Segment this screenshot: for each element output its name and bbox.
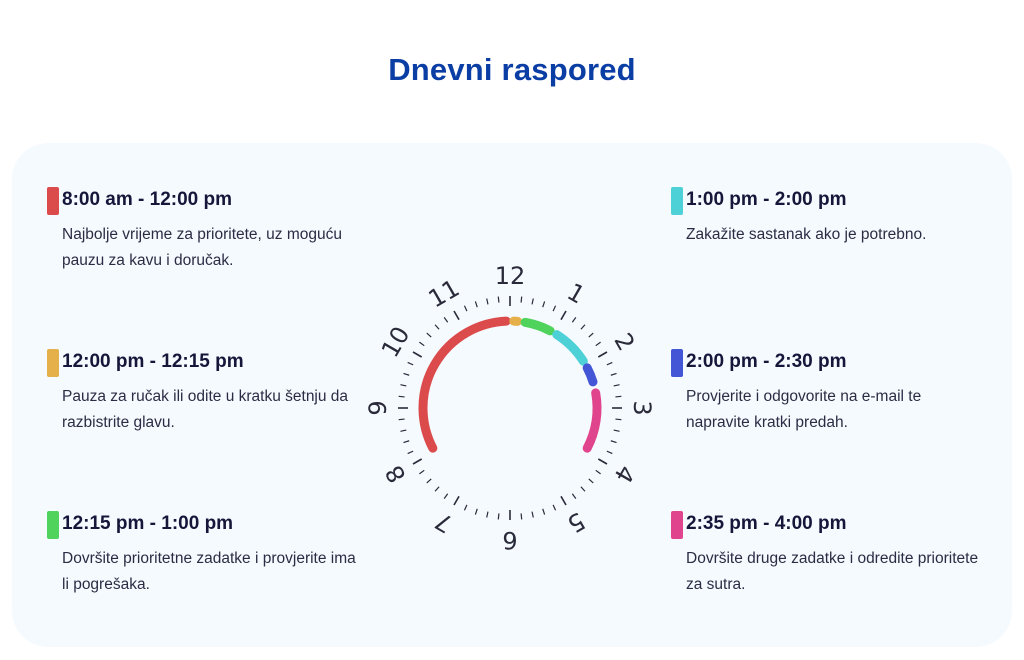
clock-tick <box>610 440 617 444</box>
clock-tick <box>407 450 414 455</box>
clock-tick <box>443 317 449 323</box>
color-marker <box>671 187 683 215</box>
clock-tick <box>463 305 468 312</box>
clock-tick <box>453 310 460 321</box>
description: Provjerite i odgovorite na e-mail te nap… <box>686 388 922 431</box>
clock-number: 1 <box>562 278 589 310</box>
schedule-arc-3 <box>552 330 588 366</box>
clock-tick <box>560 310 567 321</box>
schedule-arc-0 <box>418 316 511 453</box>
clock-tick <box>426 478 432 484</box>
clock-number: 9 <box>364 400 392 415</box>
clock-tick <box>400 384 407 387</box>
clock-number: 4 <box>608 460 640 487</box>
description: Dovršite druge zadatke i odredite priori… <box>686 550 979 593</box>
clock-tick <box>412 458 423 465</box>
clock-tick <box>552 504 557 511</box>
clock-tick <box>486 298 489 305</box>
clock-tick <box>571 493 577 499</box>
clock-tick <box>542 508 546 515</box>
schedule-arc-5 <box>582 388 602 453</box>
color-marker <box>671 349 683 377</box>
clock-tick <box>419 469 425 475</box>
clock-tick <box>606 450 613 455</box>
clock-number: 11 <box>424 274 464 314</box>
color-marker <box>47 511 59 539</box>
clock-tick <box>520 513 523 520</box>
clock-number: 2 <box>608 328 640 355</box>
clock-tick <box>560 495 567 506</box>
clock-number: 8 <box>380 460 412 487</box>
schedule-arc-2 <box>520 317 555 336</box>
clock-tick <box>398 395 405 398</box>
time-range: 2:00 pm - 2:30 pm <box>686 351 847 372</box>
schedule-arcs <box>418 316 602 453</box>
clock-tick <box>474 301 478 308</box>
clock-tick <box>615 418 622 421</box>
clock-tick <box>419 341 425 347</box>
clock-tick <box>520 296 523 303</box>
clock-number: 12 <box>495 262 526 290</box>
clock-tick <box>610 372 617 376</box>
time-range: 2:35 pm - 4:00 pm <box>686 513 847 534</box>
clock-tick <box>580 486 586 492</box>
clock-tick <box>595 341 601 347</box>
clock-tick <box>542 301 546 308</box>
clock-tick <box>434 486 440 492</box>
clock-tick <box>474 508 478 515</box>
clock-tick <box>400 429 407 432</box>
clock-tick <box>398 418 405 421</box>
clock-tick <box>463 504 468 511</box>
time-range: 12:15 pm - 1:00 pm <box>62 513 234 534</box>
clock-ticks <box>398 296 622 520</box>
color-marker <box>47 187 59 215</box>
time-range: 12:00 pm - 12:15 pm <box>62 351 244 372</box>
clock-tick <box>552 305 557 312</box>
clock-tick <box>407 361 414 366</box>
clock-tick <box>606 361 613 366</box>
clock-number: 5 <box>562 506 589 538</box>
schedule-arc-4 <box>582 363 598 387</box>
clock-tick <box>597 351 608 358</box>
clock-tick <box>531 298 534 305</box>
clock-tick <box>426 332 432 338</box>
color-marker <box>47 349 59 377</box>
clock-tick <box>453 495 460 506</box>
schedule-card <box>12 143 1012 647</box>
color-marker <box>671 511 683 539</box>
clock-tick <box>403 440 410 444</box>
clock-number: 7 <box>430 506 457 538</box>
clock-tick <box>434 324 440 330</box>
clock-tick <box>412 351 423 358</box>
description: Dovršite prioritetne zadatke i provjerit… <box>62 550 356 593</box>
description: Najbolje vrijeme za prioritete, uz moguć… <box>62 226 342 269</box>
clock-tick <box>613 384 620 387</box>
clock-tick <box>486 511 489 518</box>
clock-tick <box>497 513 500 520</box>
clock-tick <box>595 469 601 475</box>
time-range: 8:00 am - 12:00 pm <box>62 189 233 210</box>
clock-tick <box>403 372 410 376</box>
description: Pauza za ručak ili odite u kratku šetnju… <box>62 388 349 431</box>
clock-number: 6 <box>502 526 517 550</box>
clock-tick <box>580 324 586 330</box>
clock-tick <box>571 317 577 323</box>
clock-tick <box>531 511 534 518</box>
clock-tick <box>588 332 594 338</box>
description: Zakažite sastanak ako je potrebno. <box>686 226 927 243</box>
clock-tick <box>615 395 622 398</box>
time-range: 1:00 pm - 2:00 pm <box>686 189 847 210</box>
clock-number: 10 <box>376 322 416 362</box>
clock-tick <box>588 478 594 484</box>
clock-tick <box>497 296 500 303</box>
page-title: Dnevni raspored <box>388 52 636 87</box>
clock-tick <box>597 458 608 465</box>
clock-number: 3 <box>628 400 656 415</box>
clock-tick <box>443 493 449 499</box>
clock-tick <box>613 429 620 432</box>
